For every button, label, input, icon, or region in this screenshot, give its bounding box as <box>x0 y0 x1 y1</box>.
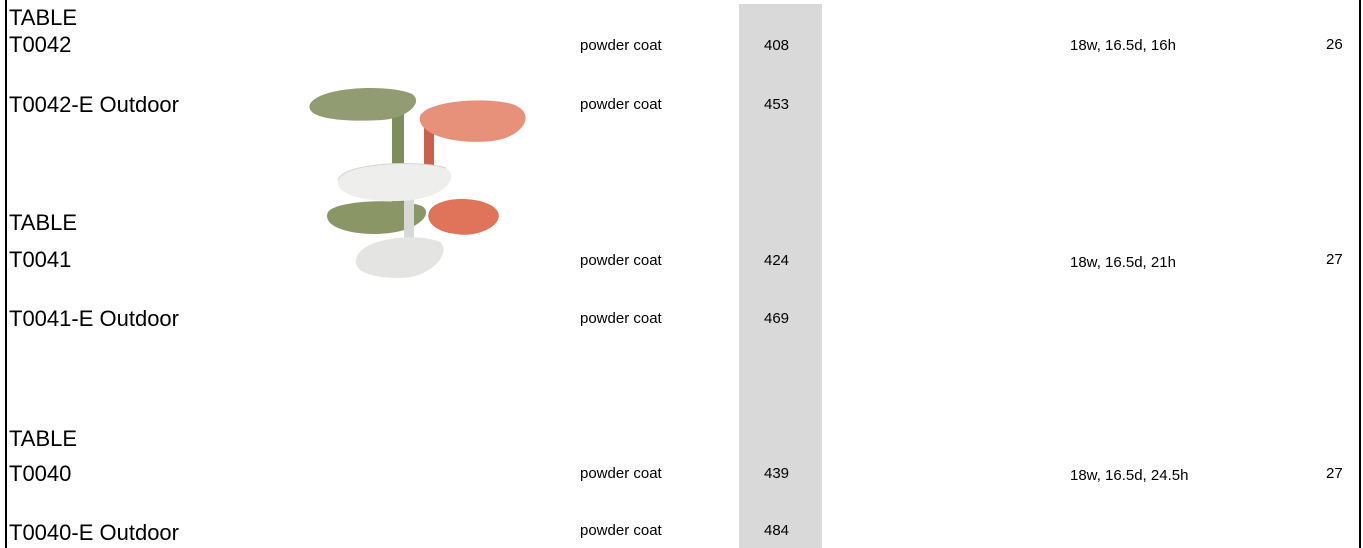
group-1-outdoor-finish: powder coat <box>580 96 662 113</box>
group-1-type-label: TABLE <box>9 5 78 30</box>
group-1-finish: powder coat <box>580 37 662 54</box>
group-2-dimensions: 18w, 16.5d, 21h <box>1070 254 1176 271</box>
group-1-dimensions: 18w, 16.5d, 16h <box>1070 37 1176 54</box>
group-2-outdoor-price: 469 <box>764 310 790 327</box>
group-1-price: 408 <box>764 37 790 54</box>
group-2-finish: powder coat <box>580 252 662 269</box>
side-tables-photo <box>309 88 526 278</box>
group-1-outdoor-price: 453 <box>764 96 790 113</box>
group-3-dimensions: 18w, 16.5d, 24.5h <box>1070 467 1189 484</box>
group-2-outdoor-finish: powder coat <box>580 310 662 327</box>
group-1-item-code: T0042 <box>9 32 72 57</box>
group-2-type-label: TABLE <box>9 210 78 235</box>
group-2-item-code: T0041 <box>9 247 72 272</box>
group-3-type-label: TABLE <box>9 426 78 451</box>
price-column-band <box>739 4 822 548</box>
group-1-page-number: 26 <box>1326 36 1343 53</box>
group-2-price: 424 <box>764 252 790 269</box>
group-3-outdoor-price: 484 <box>764 522 790 539</box>
group-1-outdoor-item-code: T0042-E Outdoor <box>9 92 179 117</box>
group-3-price: 439 <box>764 465 790 482</box>
group-3-outdoor-finish: powder coat <box>580 522 662 539</box>
group-3-finish: powder coat <box>580 465 662 482</box>
group-2-outdoor-item-code: T0041-E Outdoor <box>9 306 179 331</box>
group-3-page-number: 27 <box>1326 465 1343 482</box>
group-3-item-code: T0040 <box>9 461 72 486</box>
group-2-page-number: 27 <box>1326 251 1343 268</box>
right-border-line <box>1359 0 1361 548</box>
group-3-outdoor-item-code: T0040-E Outdoor <box>9 520 179 545</box>
left-border-line <box>5 0 7 548</box>
